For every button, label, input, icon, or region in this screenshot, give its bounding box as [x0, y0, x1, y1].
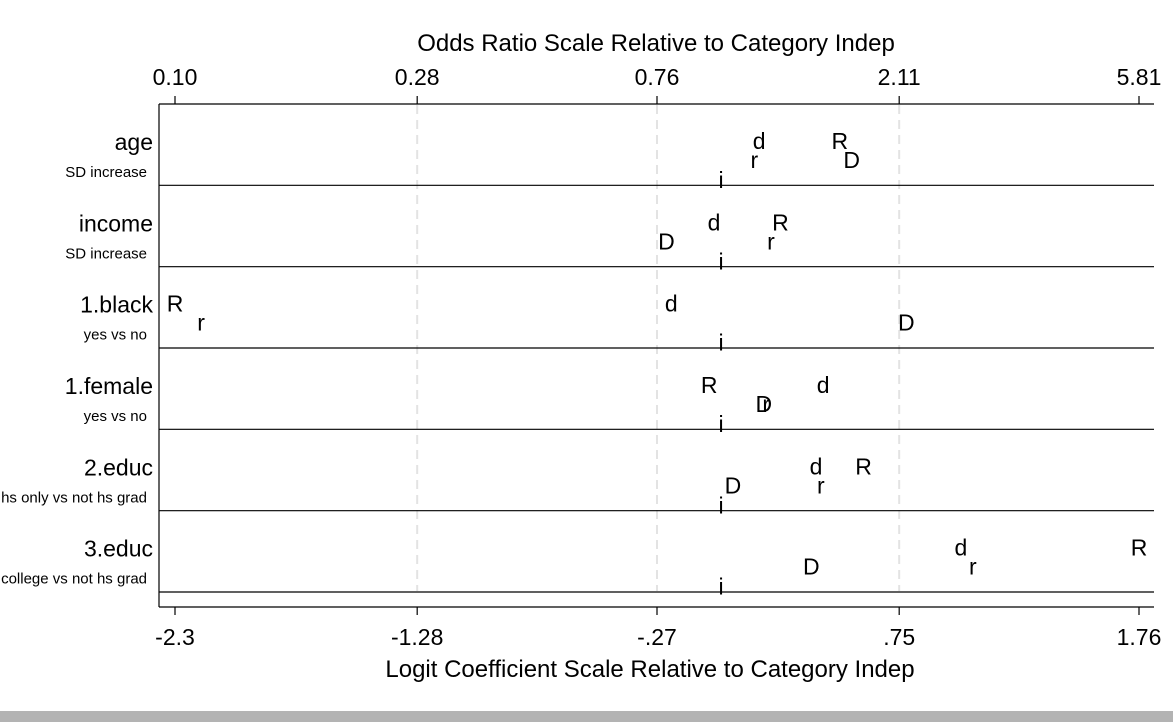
marker-D: D: [898, 310, 915, 336]
marker-d: d: [817, 372, 830, 398]
marker-i: i: [719, 167, 724, 193]
marker-d: d: [708, 209, 721, 235]
top-axis-title: Odds Ratio Scale Relative to Category In…: [417, 30, 895, 57]
bottom-tick-label: .75: [883, 624, 915, 650]
marker-R: R: [167, 291, 184, 317]
row-variable-name: 1.female: [65, 373, 153, 399]
top-tick-label: 0.28: [395, 64, 440, 90]
marker-r: r: [762, 391, 770, 417]
marker-r: r: [969, 554, 977, 580]
row-variable-contrast: yes vs no: [84, 408, 147, 425]
marker-d: d: [810, 453, 823, 479]
row-variable-contrast: hs only vs not hs grad: [1, 489, 147, 506]
marker-D: D: [756, 391, 773, 417]
marker-i: i: [719, 330, 724, 356]
marker-i: i: [719, 411, 724, 437]
marker-r: r: [767, 228, 775, 254]
row-variable-contrast: yes vs no: [84, 327, 147, 344]
window-footer-bar: [0, 711, 1173, 722]
axis-ticks: 0.10 -2.3 0.28 -1.28 0.76 -.27 2.11 .75 5.81 1.76: [153, 64, 1162, 650]
bottom-tick-label: -.27: [637, 624, 677, 650]
top-tick-label: 2.11: [878, 64, 921, 90]
marker-D: D: [658, 228, 675, 254]
row-variable-name: 3.educ: [84, 536, 153, 562]
marker-D: D: [725, 472, 742, 498]
row-variable-contrast: college vs not hs grad: [1, 571, 147, 588]
marker-d: d: [665, 291, 678, 317]
marker-i: i: [719, 492, 724, 518]
marker-d: d: [753, 128, 766, 154]
row-variable-contrast: SD increase: [65, 164, 147, 181]
row-variable-contrast: SD increase: [65, 245, 147, 262]
marker-R: R: [1131, 535, 1148, 561]
top-tick-label: 0.76: [635, 64, 680, 90]
row-variable-name: income: [79, 210, 153, 236]
marker-r: r: [197, 310, 205, 336]
bottom-tick-label: -1.28: [391, 624, 443, 650]
bottom-axis-title: Logit Coefficient Scale Relative to Cate…: [385, 656, 914, 683]
marker-R: R: [832, 128, 849, 154]
top-tick-label: 5.81: [1117, 64, 1162, 90]
marker-i: i: [719, 574, 724, 600]
marker-d: d: [955, 535, 968, 561]
marker-R: R: [772, 209, 789, 235]
row-variable-name: 1.black: [80, 292, 153, 318]
row-labels: age SD increase income SD increase 1.black ye…: [1, 129, 153, 588]
marker-D: D: [843, 147, 860, 173]
row-variable-name: 2.educ: [84, 454, 153, 480]
marker-r: r: [817, 472, 825, 498]
marker-R: R: [701, 372, 718, 398]
marker-r: r: [751, 147, 759, 173]
row-variable-name: age: [115, 129, 153, 155]
bottom-tick-label: -2.3: [155, 624, 195, 650]
marker-D: D: [803, 554, 820, 580]
bottom-tick-label: 1.76: [1117, 624, 1162, 650]
marker-R: R: [855, 453, 872, 479]
marker-i: i: [719, 248, 724, 274]
top-tick-label: 0.10: [153, 64, 198, 90]
